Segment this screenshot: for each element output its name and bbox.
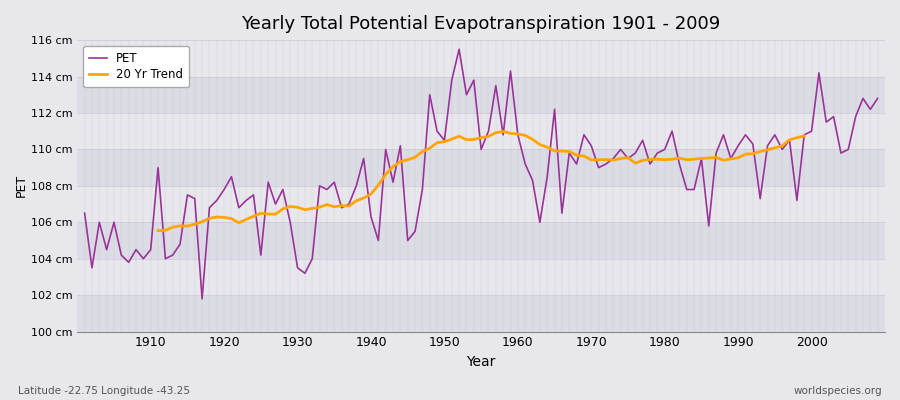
PET [454, 47, 464, 52]
PET [197, 296, 208, 301]
20 Yr Trend [498, 129, 508, 134]
PET [520, 162, 531, 166]
PET [616, 147, 626, 152]
Bar [77, 40, 885, 76]
20 Yr Trend [483, 134, 494, 139]
PET [79, 211, 90, 216]
20 Yr Trend [284, 204, 295, 209]
Y-axis label: PET: PET [15, 174, 28, 198]
Text: worldspecies.org: worldspecies.org [794, 386, 882, 396]
20 Yr Trend [799, 134, 810, 138]
PET [527, 178, 538, 183]
PET [872, 96, 883, 101]
Bar [77, 113, 885, 150]
Legend: PET, 20 Yr Trend: PET, 20 Yr Trend [83, 46, 189, 87]
PET [138, 256, 148, 261]
Bar [77, 259, 885, 295]
Bar [77, 295, 885, 332]
Bar [77, 76, 885, 113]
Bar [77, 186, 885, 222]
20 Yr Trend [219, 215, 230, 220]
Bar [77, 150, 885, 186]
20 Yr Trend [733, 156, 743, 160]
Title: Yearly Total Potential Evapotranspiration 1901 - 2009: Yearly Total Potential Evapotranspiratio… [241, 15, 721, 33]
PET [351, 184, 362, 188]
Line: PET: PET [85, 49, 878, 299]
PET [307, 256, 318, 261]
X-axis label: Year: Year [466, 355, 496, 369]
20 Yr Trend [153, 228, 164, 233]
Line: 20 Yr Trend: 20 Yr Trend [158, 132, 805, 231]
20 Yr Trend [402, 157, 413, 162]
Text: Latitude -22.75 Longitude -43.25: Latitude -22.75 Longitude -43.25 [18, 386, 190, 396]
20 Yr Trend [233, 220, 244, 225]
Bar [77, 222, 885, 259]
